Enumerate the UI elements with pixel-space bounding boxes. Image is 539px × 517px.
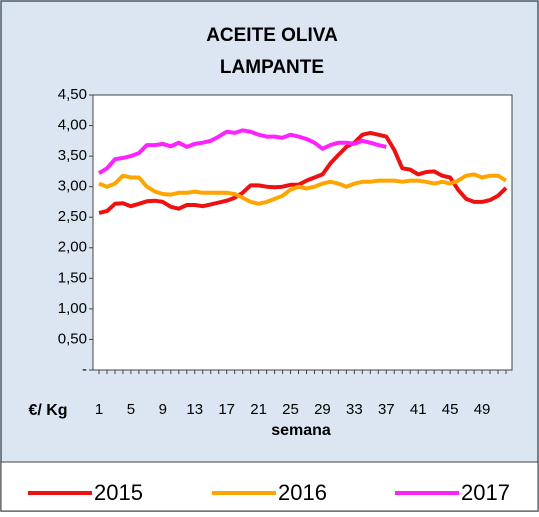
plot-area [92, 94, 513, 371]
y-tick-label: 3,50 [58, 147, 87, 164]
y-tick-label: 2,50 [58, 208, 87, 225]
x-tick-label: 29 [314, 401, 331, 418]
y-tick-label: - [82, 361, 87, 378]
series-line [98, 130, 508, 215]
legend-label: 2015 [94, 480, 143, 505]
x-tick-label: 41 [410, 401, 427, 418]
y-tick-label: 1,50 [58, 269, 87, 286]
chart-title: ACEITE OLIVA [206, 25, 338, 46]
x-tick-label: 21 [250, 401, 267, 418]
y-tick-label: 0,50 [58, 330, 87, 347]
y-tick-label: 4,50 [58, 86, 87, 103]
legend-label: 2017 [461, 480, 510, 505]
x-axis-label: semana [271, 422, 331, 439]
y-tick-label: 1,00 [58, 300, 87, 317]
legend-label: 2016 [278, 480, 327, 505]
x-tick-label: 17 [218, 401, 235, 418]
x-tick-label: 33 [346, 401, 363, 418]
y-tick-label: 3,00 [58, 178, 87, 195]
y-tick-label: 4,00 [58, 117, 87, 134]
x-tick-label: 5 [127, 401, 135, 418]
series-line [98, 172, 508, 206]
x-tick-label: 37 [378, 401, 395, 418]
x-tick-label: 25 [282, 401, 299, 418]
legend-box [0, 461, 539, 512]
x-tick-label: 1 [95, 401, 103, 418]
x-tick-label: 13 [186, 401, 203, 418]
y-tick-label: 2,00 [58, 239, 87, 256]
x-tick-label: 45 [442, 401, 459, 418]
x-tick-label: 49 [474, 401, 491, 418]
x-tick-label: 9 [159, 401, 167, 418]
y-axis-label: €/ Kg [28, 402, 67, 419]
chart-title: LAMPANTE [220, 57, 324, 78]
series-line [97, 128, 387, 175]
